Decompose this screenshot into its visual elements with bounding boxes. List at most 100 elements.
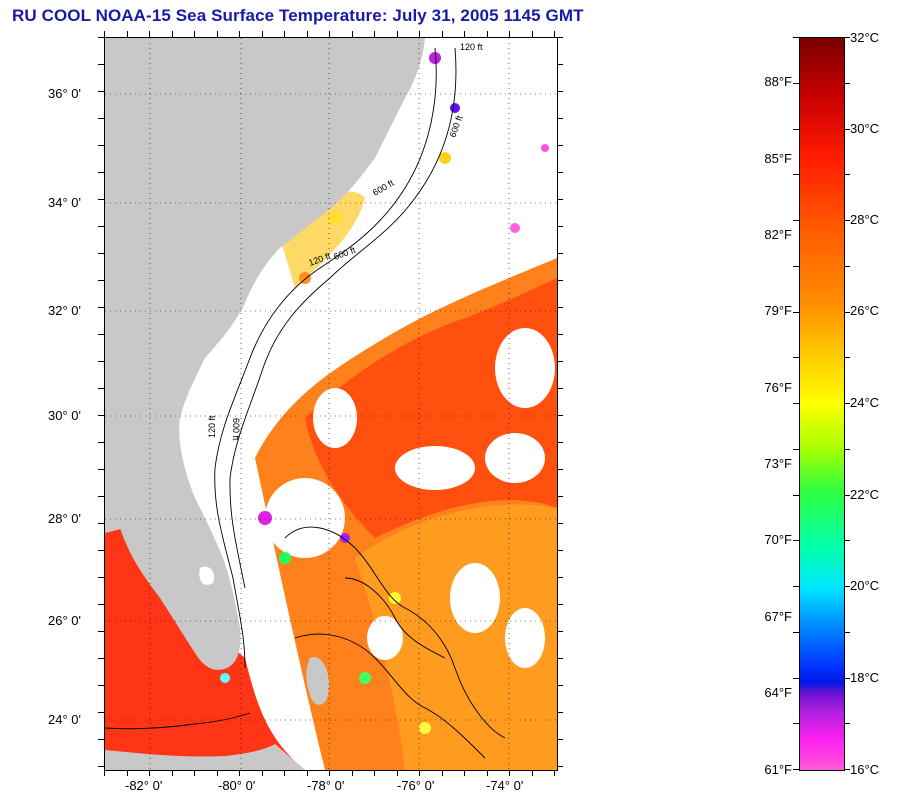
axis-tick: [98, 523, 104, 524]
axis-tick: [844, 540, 850, 541]
axis-tick: [557, 685, 563, 686]
axis-tick: [793, 495, 799, 496]
axis-tick: [793, 83, 799, 84]
axis-tick: [557, 712, 563, 713]
axis-tick: [442, 770, 443, 776]
axis-tick: [172, 770, 173, 776]
axis-tick: [98, 712, 104, 713]
axis-tick: [793, 312, 799, 313]
axis-tick: [844, 83, 850, 84]
lat-label-30: 30° 0': [48, 408, 81, 423]
axis-tick: [284, 31, 285, 37]
land-gulf-coast: [105, 458, 125, 533]
colorbar-f-label: 67°F: [764, 609, 792, 624]
axis-tick: [844, 586, 850, 587]
axis-tick: [557, 415, 563, 416]
axis-tick: [557, 91, 563, 92]
axis-tick: [98, 604, 104, 605]
axis-tick: [487, 31, 488, 37]
axis-tick: [98, 658, 104, 659]
colorbar-c-label: 24°C: [850, 395, 880, 410]
axis-tick: [844, 174, 850, 175]
axis-tick: [793, 586, 799, 587]
axis-tick: [284, 770, 285, 776]
axis-tick: [329, 770, 330, 776]
axis-tick: [557, 64, 563, 65]
lat-label-24: 24° 0': [48, 712, 81, 727]
axis-tick: [487, 770, 488, 776]
axis-tick: [557, 37, 563, 38]
colorbar-c-label: 30°C: [850, 121, 880, 136]
graticule: [105, 38, 557, 770]
axis-tick: [557, 361, 563, 362]
axis-tick: [98, 388, 104, 389]
contour-label: 120 ft: [460, 42, 483, 52]
axis-tick: [98, 496, 104, 497]
axis-tick: [217, 31, 218, 37]
axis-tick: [104, 31, 105, 37]
axis-tick: [98, 361, 104, 362]
axis-tick: [844, 678, 850, 679]
axis-tick: [127, 770, 128, 776]
lon-label-80: -80° 0': [218, 778, 256, 793]
axis-tick: [307, 770, 308, 776]
axis-tick: [793, 632, 799, 633]
axis-tick: [557, 766, 563, 767]
colorbar-f-label: 70°F: [764, 532, 792, 547]
axis-tick: [98, 577, 104, 578]
axis-tick: [532, 31, 533, 37]
axis-tick: [793, 403, 799, 404]
axis-tick: [98, 334, 104, 335]
axis-tick: [352, 31, 353, 37]
axis-tick: [793, 769, 799, 770]
axis-tick: [557, 550, 563, 551]
axis-tick: [793, 266, 799, 267]
axis-tick: [793, 449, 799, 450]
colorbar-c-label: 28°C: [850, 212, 880, 227]
axis-tick: [557, 388, 563, 389]
land-cuba: [105, 744, 305, 770]
axis-tick: [844, 266, 850, 267]
axis-tick: [98, 631, 104, 632]
axis-tick: [793, 678, 799, 679]
axis-tick: [419, 31, 420, 37]
axis-tick: [98, 280, 104, 281]
axis-tick: [557, 199, 563, 200]
axis-tick: [557, 658, 563, 659]
colorbar-f-label: 88°F: [764, 74, 792, 89]
axis-tick: [98, 37, 104, 38]
axis-tick: [98, 253, 104, 254]
sst-map: 120 ft 600 ft 600 ft 120 ft 600 ft 120 f…: [104, 37, 558, 771]
colorbar-f-label: 79°F: [764, 303, 792, 318]
axis-tick: [844, 723, 850, 724]
axis-tick: [127, 31, 128, 37]
axis-tick: [793, 540, 799, 541]
colorbar-f-label: 82°F: [764, 227, 792, 242]
colorbar-c-label: 16°C: [850, 762, 880, 777]
land-andros: [306, 657, 330, 705]
axis-tick: [98, 118, 104, 119]
lon-label-74: -74° 0': [486, 778, 524, 793]
axis-tick: [98, 550, 104, 551]
axis-tick: [557, 442, 563, 443]
colorbar-f-label: 73°F: [764, 456, 792, 471]
axis-tick: [557, 118, 563, 119]
map-title: RU COOL NOAA-15 Sea Surface Temperature:…: [12, 6, 584, 25]
axis-tick: [464, 770, 465, 776]
axis-tick: [793, 220, 799, 221]
axis-tick: [217, 770, 218, 776]
axis-tick: [557, 523, 563, 524]
lat-label-34: 34° 0': [48, 195, 81, 210]
colorbar-c-label: 20°C: [850, 578, 880, 593]
axis-tick: [98, 415, 104, 416]
axis-tick: [844, 129, 850, 130]
axis-tick: [557, 226, 563, 227]
sst-southeast-region: [355, 504, 557, 770]
axis-tick: [98, 199, 104, 200]
colorbar-f-label: 61°F: [764, 762, 792, 777]
axis-tick: [98, 145, 104, 146]
axis-tick: [98, 307, 104, 308]
axis-tick: [557, 577, 563, 578]
axis-tick: [509, 770, 510, 776]
axis-tick: [557, 631, 563, 632]
